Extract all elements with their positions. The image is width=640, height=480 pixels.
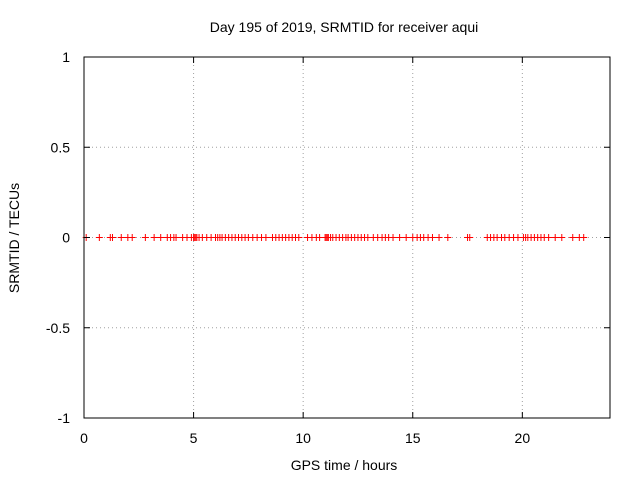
x-tick-label: 20 xyxy=(515,430,531,446)
axis-ticks xyxy=(83,56,610,419)
y-tick-label: -1 xyxy=(58,410,71,426)
data-point xyxy=(545,234,553,241)
data-point xyxy=(157,234,165,241)
data-point xyxy=(141,234,149,241)
y-tick-label: 0 xyxy=(62,230,70,246)
x-axis-label: GPS time / hours xyxy=(291,457,398,473)
data-point xyxy=(428,234,436,241)
data-point xyxy=(128,234,136,241)
data-point xyxy=(396,234,404,241)
data-point xyxy=(172,234,180,241)
x-tick-label: 0 xyxy=(80,430,88,446)
data-point xyxy=(150,234,158,241)
data-point xyxy=(466,234,474,241)
y-tick-label: 0.5 xyxy=(51,139,71,155)
data-point xyxy=(389,234,397,241)
data-point xyxy=(569,234,577,241)
y-tick-labels: -1 -0.5 0 0.5 1 xyxy=(46,49,70,426)
data-point xyxy=(95,234,103,241)
data-point xyxy=(108,234,116,241)
chart-title: Day 195 of 2019, SRMTID for receiver aqu… xyxy=(210,19,478,35)
x-tick-label: 10 xyxy=(295,430,311,446)
y-axis-label: SRMTID / TECUs xyxy=(6,183,22,293)
data-point xyxy=(262,234,270,241)
data-point xyxy=(551,234,559,241)
data-point xyxy=(580,234,588,241)
data-point xyxy=(117,234,125,241)
data-point xyxy=(444,234,452,241)
data-point xyxy=(435,234,443,241)
x-tick-label: 5 xyxy=(190,430,198,446)
x-tick-labels: 0 5 10 15 20 xyxy=(80,430,530,446)
y-tick-label: -0.5 xyxy=(46,320,70,336)
data-point xyxy=(295,234,303,241)
y-tick-label: 1 xyxy=(62,49,70,65)
data-point xyxy=(558,234,566,241)
data-series xyxy=(82,234,588,241)
data-point xyxy=(402,234,410,241)
x-tick-label: 15 xyxy=(405,430,421,446)
